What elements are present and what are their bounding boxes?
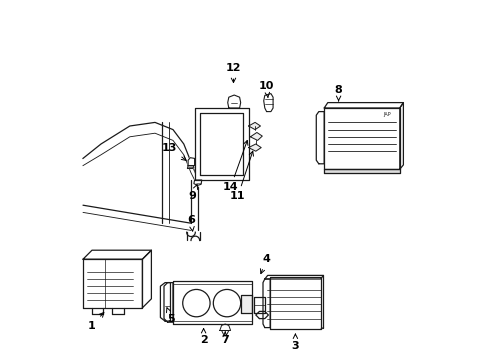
Polygon shape — [324, 103, 403, 108]
Text: 12: 12 — [226, 63, 241, 82]
Text: 2: 2 — [200, 329, 207, 345]
Polygon shape — [264, 94, 273, 112]
Text: 7: 7 — [221, 332, 229, 345]
Polygon shape — [248, 144, 261, 151]
Polygon shape — [248, 122, 261, 130]
Polygon shape — [316, 112, 324, 164]
Text: 11: 11 — [230, 151, 253, 201]
Text: 3: 3 — [292, 334, 299, 351]
Polygon shape — [164, 283, 173, 322]
Polygon shape — [200, 113, 243, 175]
Polygon shape — [143, 250, 151, 308]
Polygon shape — [83, 250, 151, 259]
Polygon shape — [194, 180, 202, 185]
Polygon shape — [400, 103, 403, 169]
Text: 14: 14 — [223, 140, 248, 192]
Polygon shape — [242, 295, 252, 313]
Text: 8: 8 — [335, 85, 343, 101]
Text: 4: 4 — [260, 254, 270, 274]
Polygon shape — [324, 169, 400, 173]
Circle shape — [213, 289, 241, 317]
Polygon shape — [187, 166, 194, 168]
Polygon shape — [263, 279, 270, 328]
Polygon shape — [228, 95, 241, 108]
Polygon shape — [221, 330, 229, 336]
Polygon shape — [195, 108, 248, 180]
Polygon shape — [173, 281, 252, 324]
Polygon shape — [256, 311, 269, 319]
Polygon shape — [270, 277, 320, 329]
Text: JAP: JAP — [383, 112, 391, 117]
Polygon shape — [265, 275, 323, 279]
Text: 13: 13 — [162, 143, 186, 160]
Polygon shape — [250, 132, 262, 140]
Text: 10: 10 — [259, 81, 274, 97]
Polygon shape — [188, 158, 195, 166]
Text: 6: 6 — [187, 215, 195, 231]
Polygon shape — [220, 324, 231, 330]
Polygon shape — [324, 108, 400, 169]
Polygon shape — [83, 259, 143, 308]
Text: 5: 5 — [167, 308, 175, 324]
Polygon shape — [254, 297, 265, 313]
Polygon shape — [160, 283, 171, 321]
Circle shape — [183, 289, 210, 317]
Text: 9: 9 — [189, 185, 197, 201]
Text: 1: 1 — [88, 312, 104, 331]
